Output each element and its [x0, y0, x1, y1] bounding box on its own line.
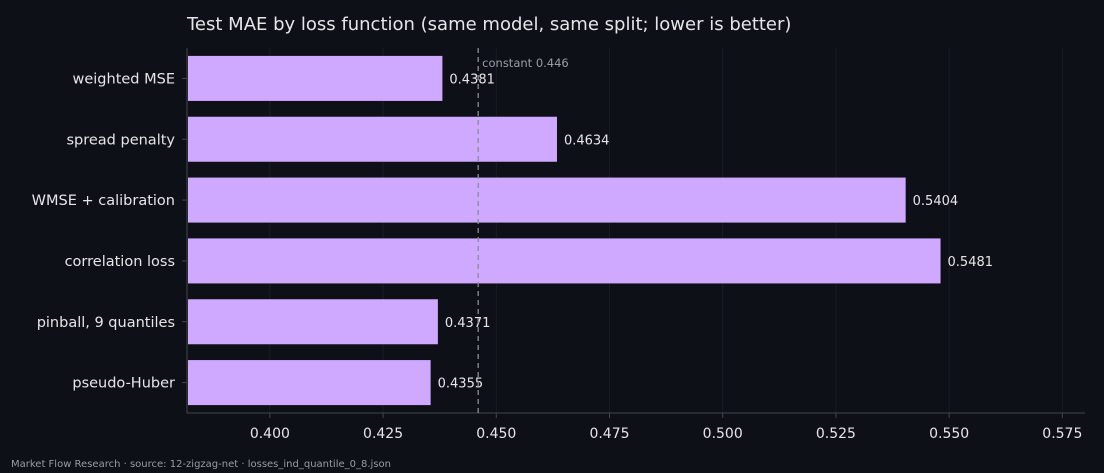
x-tick-label: 0.500 — [703, 426, 743, 442]
x-tick-label: 0.450 — [476, 426, 516, 442]
category-label: spread penalty — [66, 132, 175, 148]
category-label: pseudo-Huber — [72, 376, 175, 392]
value-label: 0.4371 — [445, 316, 491, 331]
value-label: 0.4381 — [449, 72, 495, 87]
x-tick-label: 0.575 — [1042, 426, 1082, 442]
bar — [188, 55, 443, 101]
category-label: pinball, 9 quantiles — [37, 315, 175, 331]
chart-title: Test MAE by loss function (same model, s… — [187, 14, 792, 35]
x-tick-label: 0.400 — [250, 426, 290, 442]
category-label: WMSE + calibration — [32, 193, 175, 209]
value-label: 0.5481 — [948, 255, 994, 270]
reference-line-label: constant 0.446 — [482, 56, 569, 70]
category-label: correlation loss — [65, 254, 175, 270]
bar — [188, 177, 906, 223]
x-tick-label: 0.525 — [816, 426, 856, 442]
bar — [188, 360, 431, 406]
bar — [188, 116, 557, 162]
x-tick-label: 0.425 — [363, 426, 403, 442]
value-label: 0.5404 — [913, 194, 959, 209]
x-tick-label: 0.475 — [589, 426, 629, 442]
footer-note: Market Flow Research · source: 12-zigzag… — [11, 459, 391, 470]
value-label: 0.4634 — [564, 133, 610, 148]
bar — [188, 299, 438, 345]
x-tick-label: 0.550 — [929, 426, 969, 442]
bar — [188, 238, 941, 284]
value-label: 0.4355 — [438, 377, 484, 392]
category-label: weighted MSE — [73, 71, 176, 87]
